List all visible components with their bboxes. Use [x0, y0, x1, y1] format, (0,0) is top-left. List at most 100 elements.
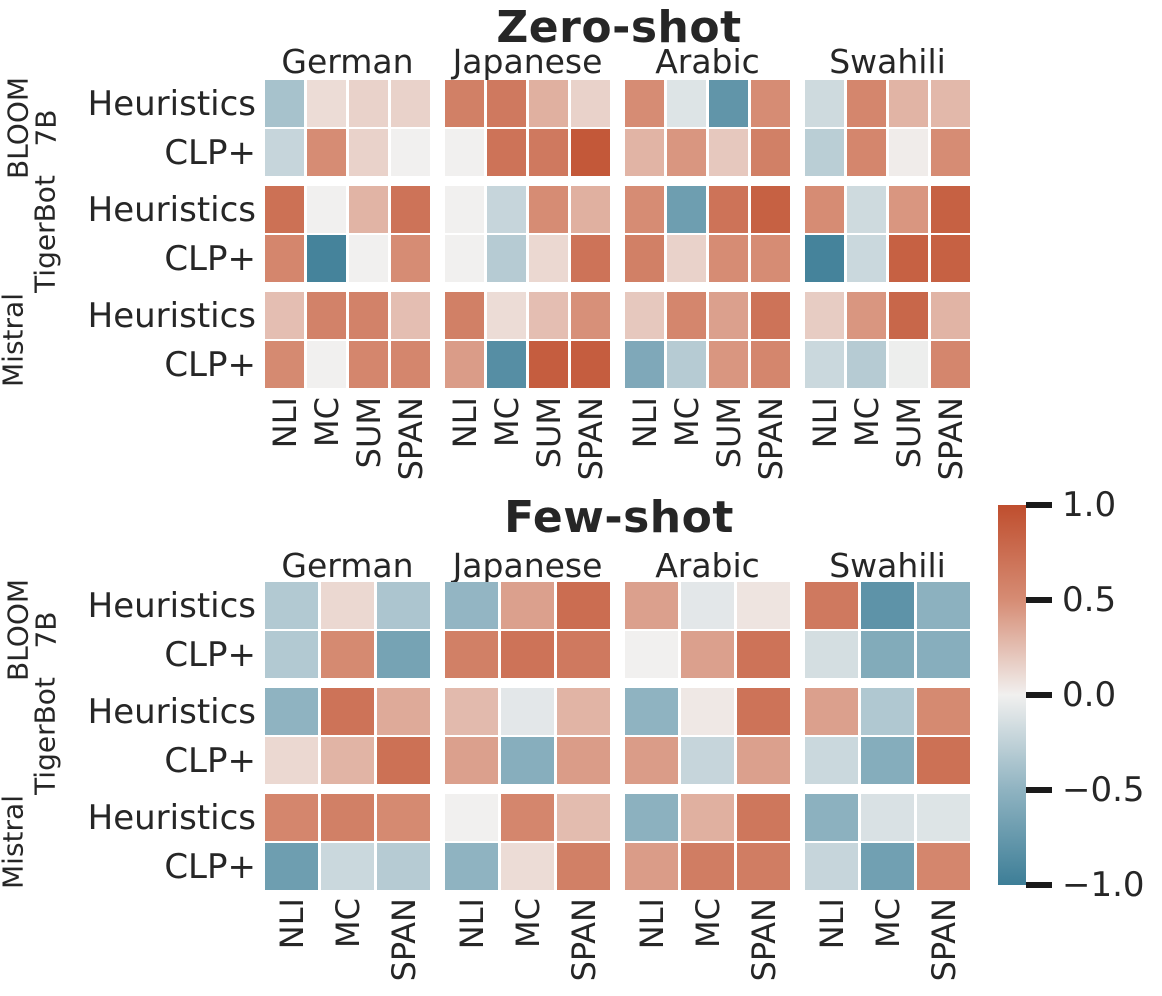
heatmap-cell — [805, 186, 844, 233]
heatmap-cell — [265, 631, 318, 678]
heatmap-cell — [889, 341, 928, 388]
heatmap-cell — [557, 688, 610, 735]
heatmap-cell — [667, 186, 706, 233]
heatmap-cell — [805, 688, 858, 735]
heatmap-cell — [805, 843, 858, 890]
heatmap-cell — [917, 843, 970, 890]
heatmap-cell — [805, 582, 858, 629]
heatmap-cell — [709, 341, 748, 388]
heatmap-cell — [487, 186, 526, 233]
column-task-label: SUM — [349, 397, 388, 469]
column-task-label: NLI — [445, 397, 484, 449]
heatmap-cell — [737, 582, 790, 629]
heatmap-cell — [667, 341, 706, 388]
heatmap-cell — [529, 80, 568, 127]
heatmap-cell — [709, 292, 748, 339]
heatmap-cell — [625, 292, 664, 339]
column-task-label: NLI — [812, 898, 851, 950]
row-label: CLP+ — [164, 132, 256, 173]
heatmap-cell — [445, 688, 498, 735]
heatmap-cell — [625, 794, 678, 841]
heatmap-cell — [625, 843, 678, 890]
heatmap-cell — [377, 737, 430, 784]
column-task-label: NLI — [805, 397, 844, 449]
heatmap-cell — [307, 292, 346, 339]
heatmap-cell — [487, 80, 526, 127]
heatmap-cell — [377, 582, 430, 629]
heatmap-cell — [349, 292, 388, 339]
heatmap-cell — [307, 186, 346, 233]
heatmap-cell — [709, 80, 748, 127]
column-task-label: MC — [868, 898, 907, 948]
heatmap-cell — [737, 843, 790, 890]
column-group-label: Japanese — [452, 42, 603, 81]
heatmap-cell — [445, 582, 498, 629]
heatmap-cell — [529, 186, 568, 233]
heatmap-cell — [737, 737, 790, 784]
heatmap-cell — [529, 235, 568, 282]
heatmap-cell — [805, 129, 844, 176]
heatmap-cell — [501, 737, 554, 784]
column-task-label: MC — [667, 397, 706, 447]
heatmap-cell — [625, 631, 678, 678]
zero-shot-title: Zero-shot — [496, 2, 742, 53]
column-task-label: MC — [847, 397, 886, 447]
heatmap-cell — [445, 843, 498, 890]
heatmap-cell — [847, 80, 886, 127]
row-label: CLP+ — [164, 634, 256, 675]
heatmap-cell — [391, 129, 430, 176]
heatmap-cell — [445, 235, 484, 282]
heatmap-cell — [571, 292, 610, 339]
column-task-label: SPAN — [751, 397, 790, 481]
column-task-label: NLI — [632, 898, 671, 950]
heatmap-cell — [709, 235, 748, 282]
heatmap-cell — [265, 341, 304, 388]
heatmap-cell — [861, 688, 914, 735]
heatmap-cell — [889, 186, 928, 233]
heatmap-cell — [931, 235, 970, 282]
heatmap-cell — [681, 843, 734, 890]
heatmap-cell — [751, 129, 790, 176]
heatmap-cell — [377, 631, 430, 678]
column-task-label: MC — [487, 397, 526, 447]
column-group-label: Arabic — [655, 42, 760, 81]
colorbar-tick — [1026, 882, 1052, 888]
heatmap-cell — [805, 631, 858, 678]
row-label: CLP+ — [164, 846, 256, 887]
heatmap-cell — [377, 843, 430, 890]
heatmap-cell — [917, 582, 970, 629]
colorbar-tick — [1026, 692, 1052, 698]
colorbar-tick-label: 0.0 — [1062, 675, 1117, 715]
row-label: CLP+ — [164, 344, 256, 385]
heatmap-cell — [931, 129, 970, 176]
colorbar-tick — [1026, 597, 1052, 603]
column-task-label: SPAN — [931, 397, 970, 481]
heatmap-cell — [321, 843, 374, 890]
heatmap-cell — [529, 341, 568, 388]
heatmap-cell — [321, 631, 374, 678]
heatmap-cell — [307, 80, 346, 127]
heatmap-cell — [681, 631, 734, 678]
heatmap-cell — [751, 80, 790, 127]
model-label: Mistral — [0, 795, 30, 889]
row-label: Heuristics — [87, 797, 256, 838]
heatmap-cell — [737, 688, 790, 735]
heatmap-cell — [501, 843, 554, 890]
heatmap-cell — [709, 186, 748, 233]
heatmap-cell — [889, 235, 928, 282]
column-group-label: German — [281, 42, 414, 81]
heatmap-cell — [321, 688, 374, 735]
heatmap-cell — [445, 292, 484, 339]
heatmap-cell — [625, 688, 678, 735]
heatmap-cell — [889, 129, 928, 176]
heatmap-cell — [265, 80, 304, 127]
heatmap-cell — [445, 186, 484, 233]
heatmap-cell — [861, 582, 914, 629]
heatmap-cell — [805, 341, 844, 388]
heatmap-cell — [847, 235, 886, 282]
column-task-label: MC — [508, 898, 547, 948]
colorbar-tick-label: 1.0 — [1062, 485, 1117, 525]
heatmap-cell — [501, 582, 554, 629]
colorbar-tick-label: −1.0 — [1062, 865, 1145, 905]
